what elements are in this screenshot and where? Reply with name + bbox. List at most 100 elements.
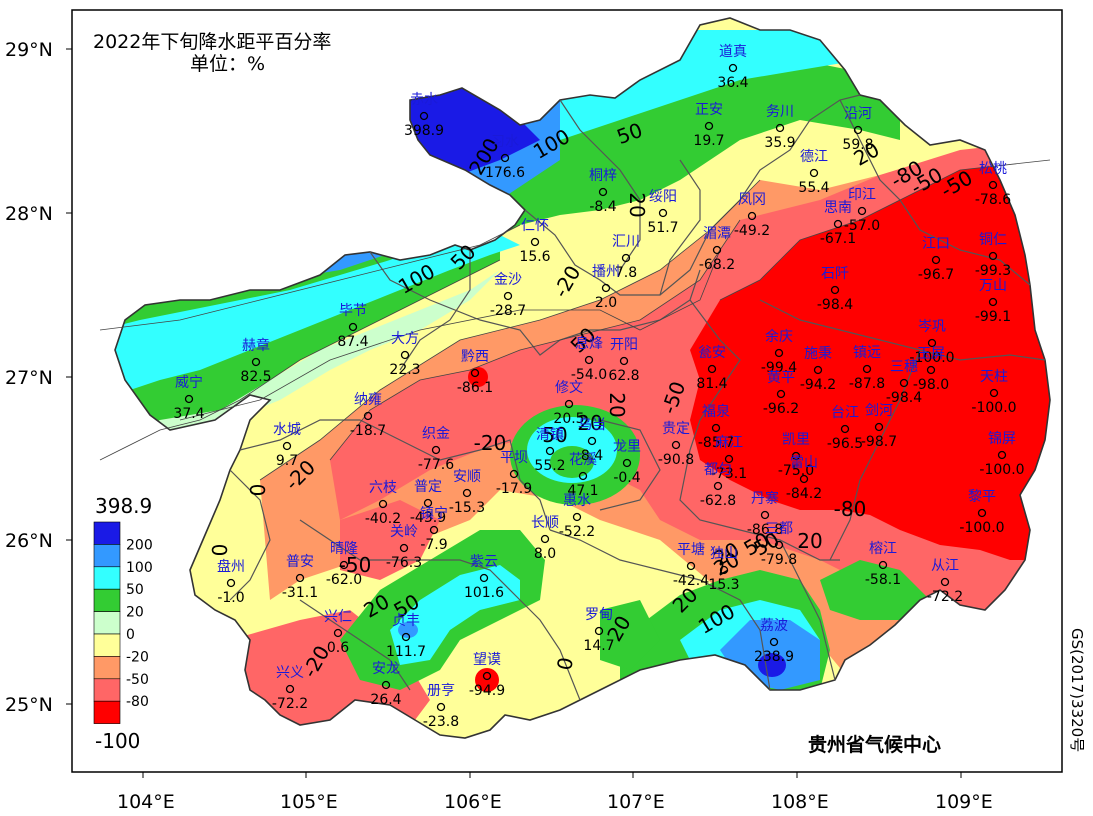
station: 花溪 47.1: [567, 452, 598, 499]
station: 黔西 -86.1: [457, 349, 493, 396]
station-value: -100.0: [909, 350, 954, 366]
station: 黎平 -100.0: [959, 489, 1004, 536]
station-name: 余庆: [765, 328, 793, 345]
station-name: 清镇: [536, 427, 564, 443]
station-name: 丹寨: [751, 490, 779, 507]
station-marker: [381, 680, 391, 690]
station-value: -72.2: [927, 589, 963, 605]
station: 施秉 -94.2: [800, 346, 836, 393]
legend-level-label: -50: [126, 672, 149, 688]
station-value: 101.6: [464, 585, 504, 601]
station-name: 普定: [414, 479, 442, 495]
station: 赤水 398.9: [404, 92, 444, 139]
contour-region: [820, 560, 930, 620]
station: 晴隆 -62.0: [326, 541, 362, 588]
station-name: 德江: [800, 149, 828, 165]
station-marker: [594, 626, 604, 636]
station: 织金 -77.6: [418, 426, 454, 473]
station: 瓮安 81.4: [696, 345, 727, 392]
station: 关岭 -76.3: [386, 524, 422, 571]
station-name: 黎平: [968, 489, 996, 505]
station-name: 铜仁: [979, 232, 1007, 248]
station-name: 沿河: [844, 106, 872, 122]
station: 修文 20.5: [553, 380, 584, 427]
map-unit: 单位：%: [190, 53, 265, 75]
station-name: 关岭: [390, 524, 418, 540]
station-marker: [977, 508, 987, 518]
map-title: 2022年下旬降水距平百分率: [93, 31, 331, 53]
station-name: 威宁: [175, 374, 203, 391]
station-marker: [853, 125, 863, 135]
station-name: 安龙: [372, 661, 400, 677]
station-name: 黔西: [461, 349, 489, 365]
station-name: 从江: [931, 558, 959, 574]
station-name: 思南: [824, 200, 852, 216]
station-value: -23.8: [423, 714, 459, 730]
station-value: -68.2: [699, 257, 735, 273]
station-value: -18.7: [350, 423, 386, 439]
station-value: 55.2: [534, 458, 565, 474]
station: 贵定 -90.8: [658, 421, 694, 468]
station: 福泉 -85.7: [698, 403, 734, 451]
station-name: 惠水: [563, 493, 591, 509]
station-name: 汇川: [612, 234, 640, 250]
station-value: -99.4: [761, 360, 797, 376]
station-marker: [378, 499, 388, 509]
station-marker: [436, 702, 446, 712]
station: 平坝 -17.9: [496, 450, 532, 497]
station-value: 47.1: [567, 483, 598, 499]
station-name: 万山: [979, 278, 1007, 294]
station-marker: [470, 368, 480, 378]
lon-tick-label: 105°E: [280, 791, 338, 813]
station: 铜仁 -99.3: [975, 232, 1011, 279]
station-marker: [874, 422, 884, 432]
station-marker: [724, 454, 734, 464]
legend-level-label: 100: [126, 560, 153, 576]
station-marker: [333, 628, 343, 638]
station-value: -79.8: [761, 552, 797, 568]
legend-min-label: -100: [95, 729, 140, 753]
station: 六枝 -40.2: [365, 480, 401, 527]
station-name: 凯里: [782, 432, 810, 448]
station-name: 松桃: [979, 161, 1007, 177]
legend-level-label: -80: [126, 694, 149, 710]
station-marker: [339, 560, 349, 570]
station-value: -17.9: [496, 481, 532, 497]
station-name: 石阡: [821, 266, 849, 282]
contour-region: [400, 86, 540, 175]
contour-label: -80: [834, 497, 867, 521]
legend-swatch: [93, 633, 121, 657]
legend-level-label: -20: [126, 649, 149, 665]
station-name: 册亨: [427, 682, 455, 699]
station-marker: [400, 350, 410, 360]
contour-label: 50: [542, 423, 567, 447]
station-name: 罗甸: [585, 607, 613, 623]
station-marker: [500, 153, 510, 163]
station-name: 榕江: [869, 541, 897, 557]
station-value: -98.4: [817, 297, 853, 313]
station-marker: [833, 219, 843, 229]
station-value: 59.8: [842, 137, 873, 153]
legend-max-label: 398.9: [95, 494, 152, 518]
station-value: -86.8: [747, 522, 783, 538]
station: 从江 -72.2: [927, 558, 963, 605]
station: 锦屏 -100.0: [979, 430, 1024, 478]
station-name: 福泉: [702, 403, 730, 420]
station: 黄平 -96.2: [763, 369, 799, 417]
station-value: -31.1: [282, 585, 318, 601]
station: 习水 176.6: [485, 134, 525, 181]
station-name: 三穗: [890, 359, 918, 375]
station: 都匀 -62.8: [700, 462, 736, 509]
station-name: 平坝: [500, 450, 528, 466]
station-marker: [707, 364, 717, 374]
station-name: 长顺: [531, 515, 559, 531]
station-marker: [503, 291, 513, 301]
station-name: 荔波: [760, 618, 788, 634]
station: 镇远 -87.8: [849, 345, 885, 392]
station-name: 习水: [491, 134, 519, 150]
station: 播州 2.0: [592, 264, 620, 311]
legend-swatch: [93, 566, 121, 590]
station-marker: [988, 297, 998, 307]
contour-region: [398, 622, 418, 638]
